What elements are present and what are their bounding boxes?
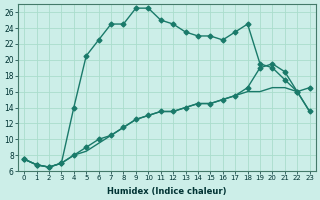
X-axis label: Humidex (Indice chaleur): Humidex (Indice chaleur) bbox=[107, 187, 227, 196]
